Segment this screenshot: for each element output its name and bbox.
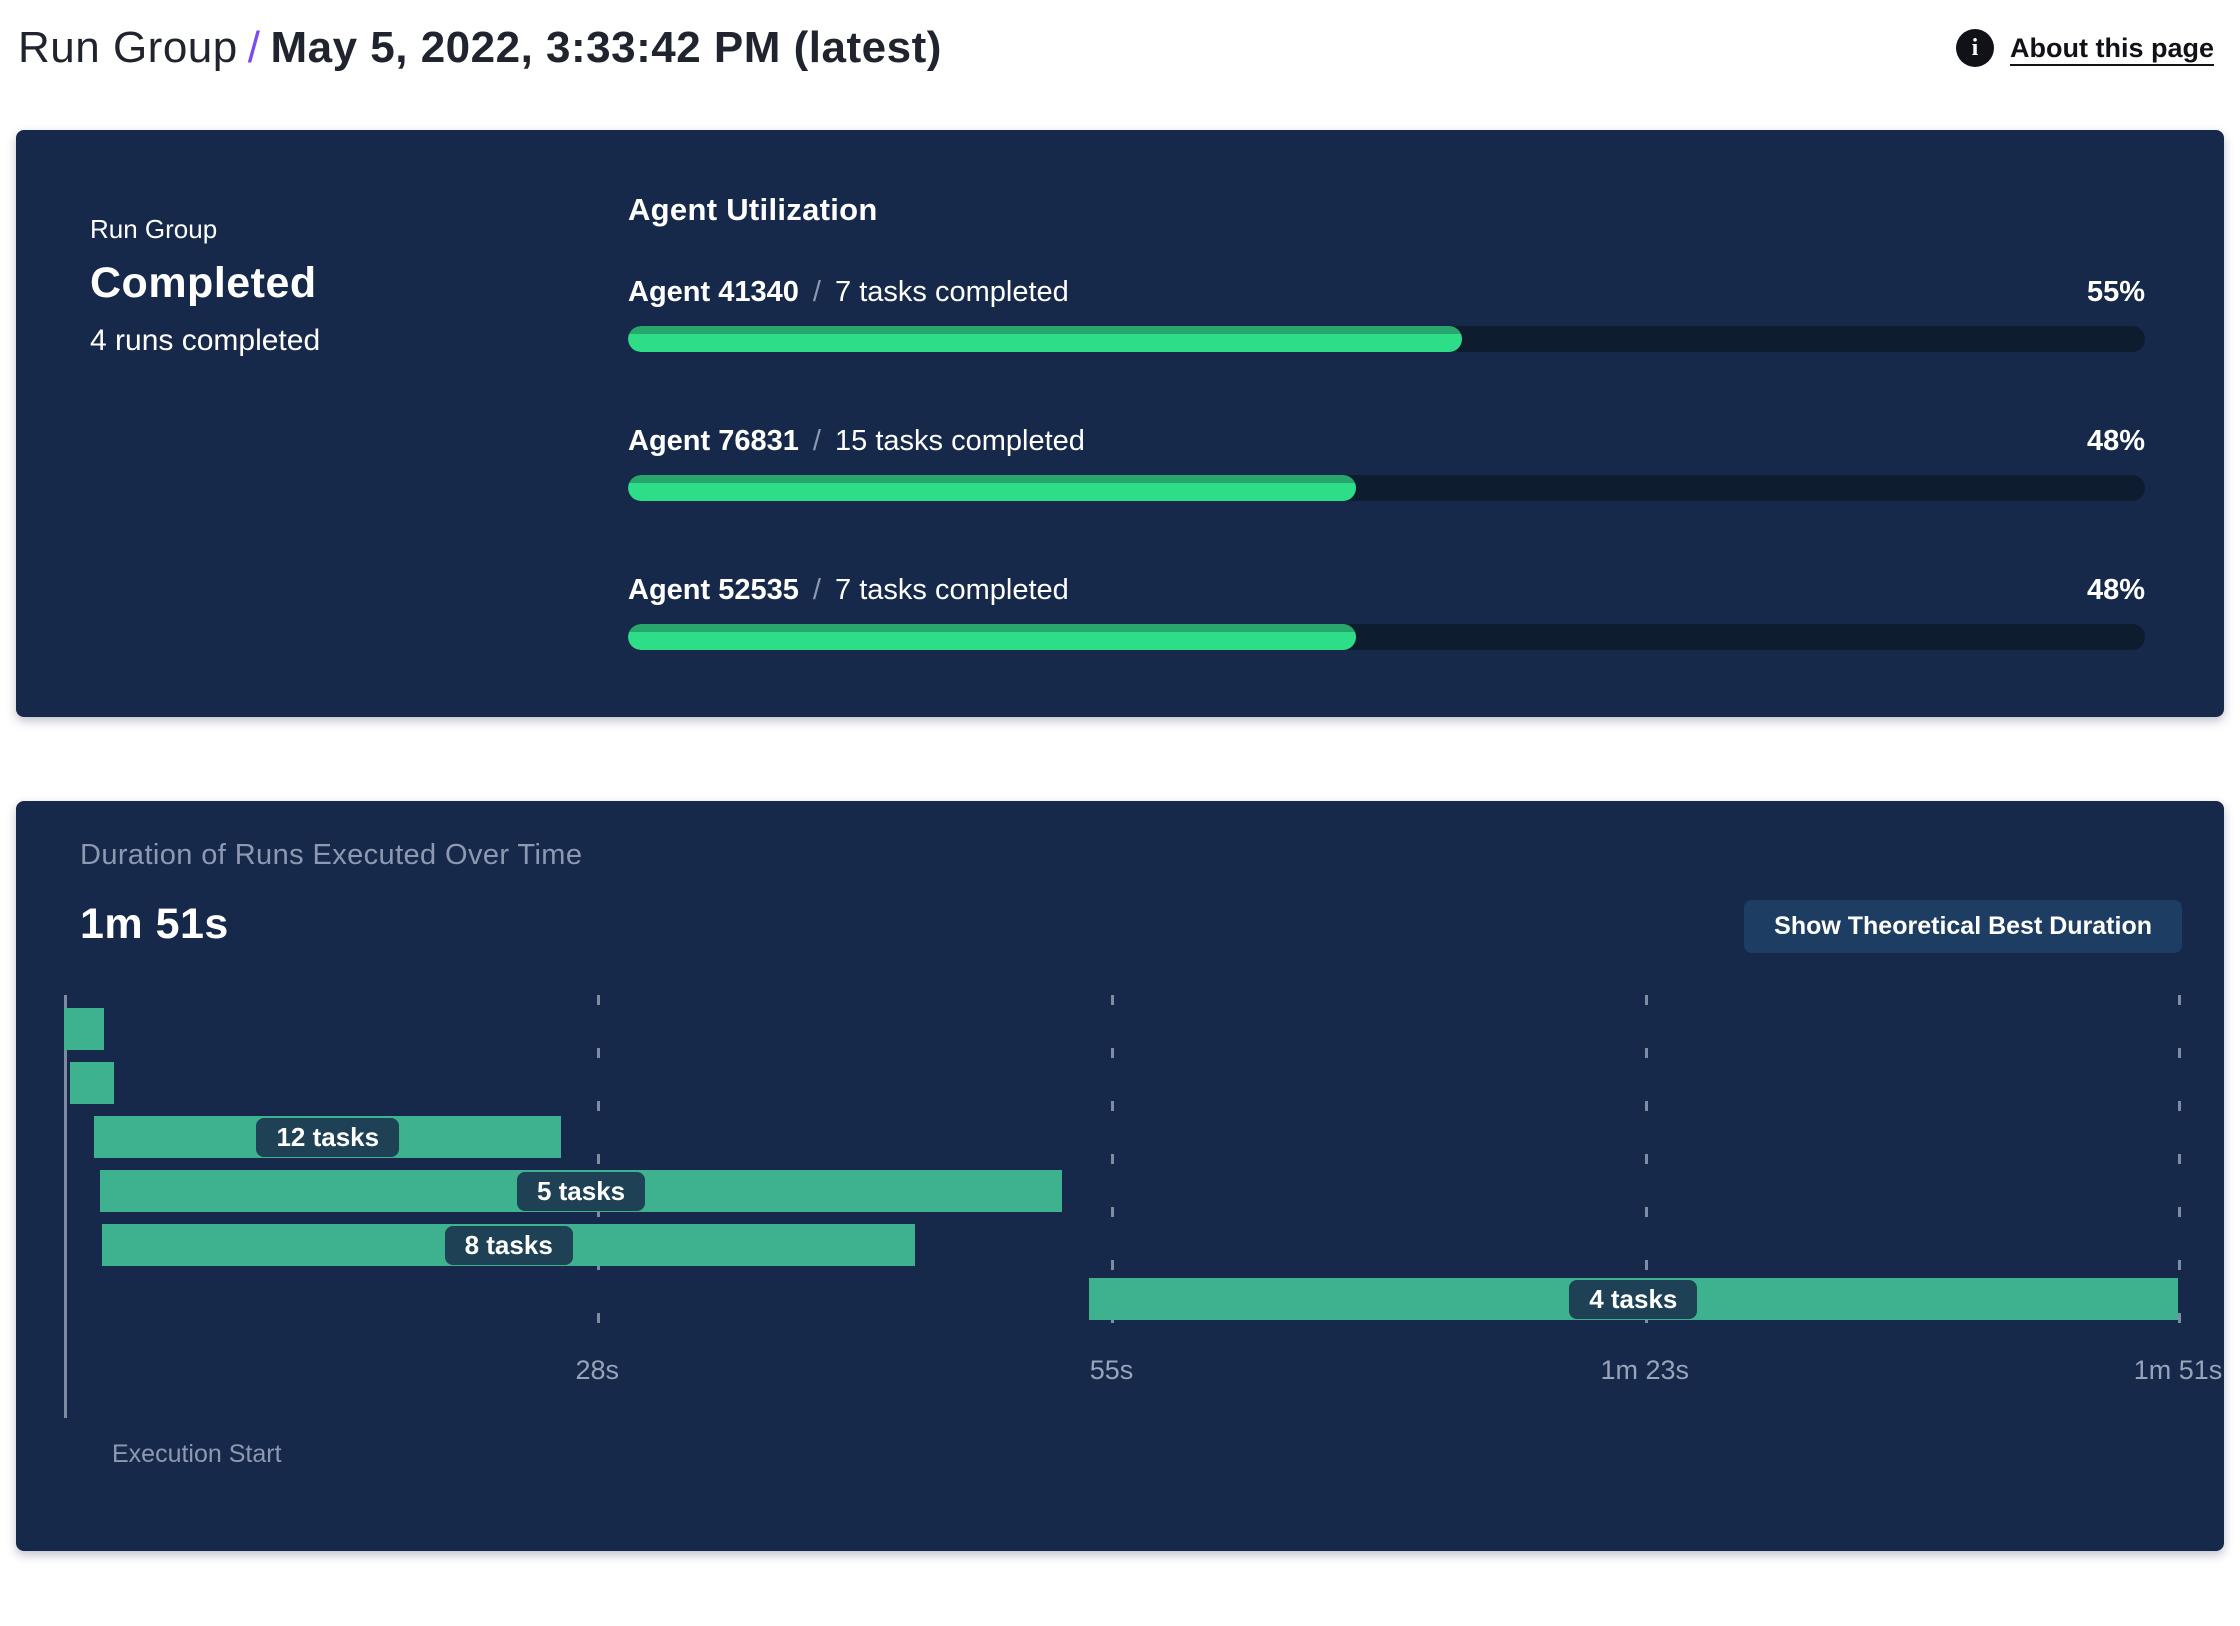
gantt-tick-label: 28s — [575, 1355, 620, 1385]
run-group-summary-panel: Run Group Completed 4 runs completed Age… — [16, 130, 2224, 717]
agent-utilization-section: Agent Utilization Agent 41340 / 7 tasks … — [628, 130, 2224, 717]
gantt-run-bar[interactable]: 5 tasks — [100, 1170, 1062, 1212]
agent-label-separator: / — [804, 425, 830, 457]
agent-name: Agent 76831 — [628, 425, 799, 457]
gantt-run-bar[interactable] — [64, 1008, 104, 1050]
gantt-run-bar[interactable] — [69, 1062, 114, 1104]
agent-utilization-bar-fill — [628, 624, 1357, 650]
agent-utilization-bar-track — [628, 624, 2145, 650]
task-count-badge: 12 tasks — [256, 1117, 400, 1157]
agent-utilization-percent: 48% — [2086, 574, 2145, 606]
total-duration-value: 1m 51s — [80, 900, 229, 948]
agent-utilization-bar-fill — [628, 326, 1463, 352]
x-axis-label: Execution Start — [112, 1440, 282, 1468]
task-count-badge: 5 tasks — [516, 1171, 646, 1211]
agent-tasks-completed: 15 tasks completed — [835, 425, 1085, 457]
run-group-status: Completed — [90, 259, 317, 307]
agent-utilization-rows: Agent 41340 / 7 tasks completed 55% Agent … — [628, 275, 2145, 650]
gantt-gridline — [1111, 995, 1115, 1347]
execution-start-axis-line — [64, 995, 67, 1418]
agent-label: Agent 41340 / 7 tasks completed — [628, 275, 1069, 309]
breadcrumb-current-run: May 5, 2022, 3:33:42 PM (latest) — [270, 23, 942, 72]
agent-row: Agent 41340 / 7 tasks completed 55% — [628, 275, 2145, 352]
duration-chart-title: Duration of Runs Executed Over Time — [80, 839, 583, 871]
about-link-label: About this page — [2010, 32, 2214, 63]
agent-label-line: Agent 41340 / 7 tasks completed 55% — [628, 275, 2145, 309]
gantt-gridline — [2178, 995, 2181, 1347]
agent-name: Agent 52535 — [628, 574, 799, 606]
agent-label-separator: / — [804, 276, 830, 308]
agent-row: Agent 52535 / 7 tasks completed 48% — [628, 573, 2145, 650]
gantt-tick-label: 1m 23s — [1600, 1355, 1690, 1385]
agent-utilization-title: Agent Utilization — [628, 192, 878, 227]
about-this-page-link[interactable]: i About this page — [1956, 29, 2214, 67]
agent-label: Agent 76831 / 15 tasks completed — [628, 424, 1085, 458]
run-group-status-block: Run Group Completed 4 runs completed — [16, 130, 628, 717]
info-icon: i — [1956, 29, 1994, 67]
agent-name: Agent 41340 — [628, 276, 799, 308]
gantt-chart: 28s 55s 1m 23s 1m 51s 12 tasks 5 tasks 8 tasks… — [64, 995, 2222, 1418]
breadcrumb: Run Group / May 5, 2022, 3:33:42 PM (lates… — [18, 23, 942, 73]
task-count-badge: 8 tasks — [444, 1225, 573, 1265]
run-group-label: Run Group — [90, 214, 218, 244]
agent-label: Agent 52535 / 7 tasks completed — [628, 573, 1069, 607]
duration-panel: Duration of Runs Executed Over Time 1m 5… — [16, 801, 2224, 1551]
runs-completed-count: 4 runs completed — [90, 324, 321, 357]
gantt-run-bar[interactable]: 4 tasks — [1088, 1278, 2178, 1320]
agent-row: Agent 76831 / 15 tasks completed 48% — [628, 424, 2145, 501]
agent-utilization-bar-fill — [628, 475, 1357, 501]
agent-utilization-bar-track — [628, 326, 2145, 352]
agent-label-line: Agent 76831 / 15 tasks completed 48% — [628, 424, 2145, 458]
agent-label-line: Agent 52535 / 7 tasks completed 48% — [628, 573, 2145, 607]
gantt-tick-label: 1m 51s — [2133, 1355, 2223, 1385]
gantt-tick-label: 55s — [1089, 1355, 1134, 1385]
agent-tasks-completed: 7 tasks completed — [835, 276, 1069, 308]
gantt-run-bar[interactable]: 12 tasks — [94, 1116, 562, 1158]
agent-tasks-completed: 7 tasks completed — [835, 574, 1069, 606]
agent-label-separator: / — [804, 574, 830, 606]
show-theoretical-best-duration-button[interactable]: Show Theoretical Best Duration — [1744, 900, 2182, 953]
agent-utilization-percent: 55% — [2086, 276, 2145, 308]
gantt-run-bar[interactable]: 8 tasks — [102, 1224, 916, 1266]
page-header: Run Group / May 5, 2022, 3:33:42 PM (lates… — [0, 0, 2240, 76]
agent-utilization-percent: 48% — [2086, 425, 2145, 457]
task-count-badge: 4 tasks — [1569, 1279, 1698, 1319]
gantt-gridline — [1644, 995, 1648, 1347]
breadcrumb-run-group[interactable]: Run Group — [18, 23, 238, 72]
breadcrumb-separator: / — [247, 23, 261, 72]
agent-utilization-bar-track — [628, 475, 2145, 501]
